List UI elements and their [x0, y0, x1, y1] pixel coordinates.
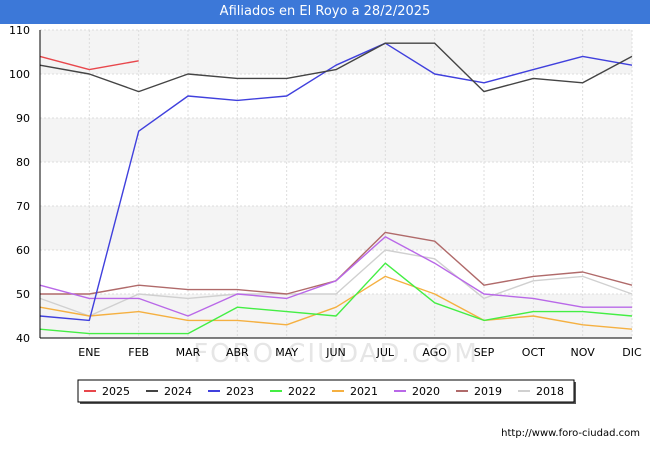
series-line-2024 [39, 42, 633, 93]
legend-label-2025: 2025 [102, 385, 130, 398]
legend-label-2021: 2021 [350, 385, 378, 398]
legend-label-2019: 2019 [474, 385, 502, 398]
x-tick-label: FEB [128, 346, 149, 359]
y-tick-label: 50 [16, 288, 30, 301]
legend-label-2020: 2020 [412, 385, 440, 398]
y-tick-label: 80 [16, 156, 30, 169]
x-tick-label: JUL [376, 346, 395, 359]
legend-label-2022: 2022 [288, 385, 316, 398]
x-tick-label: SEP [474, 346, 495, 359]
y-tick-label: 90 [16, 112, 30, 125]
y-tick-label: 40 [16, 332, 30, 345]
x-tick-label: OCT [522, 346, 545, 359]
x-tick-label: DIC [622, 346, 642, 359]
x-tick-label: MAY [275, 346, 298, 359]
x-tick-label: NOV [571, 346, 596, 359]
x-tick-label: ABR [226, 346, 249, 359]
legend-box [77, 379, 575, 403]
x-tick-label: JUN [325, 346, 346, 359]
legend-label-2023: 2023 [226, 385, 254, 398]
x-tick-label: ENE [78, 346, 100, 359]
series-line-2023 [39, 42, 633, 322]
y-tick-label: 100 [9, 68, 30, 81]
legend-label-2018: 2018 [536, 385, 564, 398]
y-tick-label: 110 [9, 24, 30, 37]
chart-title: Afiliados en El Royo a 28/2/2025 [0, 0, 650, 24]
source-url[interactable]: http://www.foro-ciudad.com [501, 428, 640, 439]
series-line-2025 [39, 55, 139, 71]
y-tick-label: 70 [16, 200, 30, 213]
legend-label-2024: 2024 [164, 385, 192, 398]
x-tick-label: MAR [176, 346, 201, 359]
series-line-2020 [39, 236, 632, 317]
x-tick-label: AGO [422, 346, 447, 359]
series-line-2018 [39, 249, 633, 317]
series-line-2022 [39, 262, 633, 335]
y-tick-label: 60 [16, 244, 30, 257]
series-line-2021 [39, 275, 633, 330]
watermark: FORO-CIUDAD.COM [193, 339, 479, 369]
